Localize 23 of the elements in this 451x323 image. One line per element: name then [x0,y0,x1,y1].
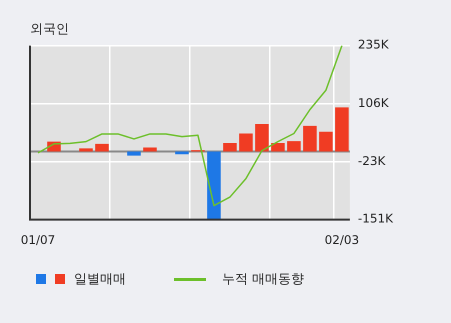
bar [143,147,157,152]
x-tick-label: 02/03 [324,232,360,247]
bar [303,126,317,152]
y-tick-label: -151K [358,212,394,226]
bar [95,144,109,152]
bar [79,148,93,152]
bar [239,134,253,152]
bar [223,142,237,152]
bar [207,152,221,220]
bar [127,152,141,156]
legend-label: 일별매매 [74,271,126,288]
chart-title: 외국인 [30,22,69,38]
x-tick-label: 01/07 [20,232,56,247]
y-tick-label: 235K [358,38,390,52]
y-tick-label: -23K [358,154,386,168]
bar [175,152,189,154]
bar [287,141,301,152]
bar [319,132,333,152]
bar [335,107,349,152]
bar [271,142,285,152]
y-tick-label: 106K [358,96,390,110]
bar [255,124,269,152]
legend-label: 누적 매매동향 [222,271,304,288]
